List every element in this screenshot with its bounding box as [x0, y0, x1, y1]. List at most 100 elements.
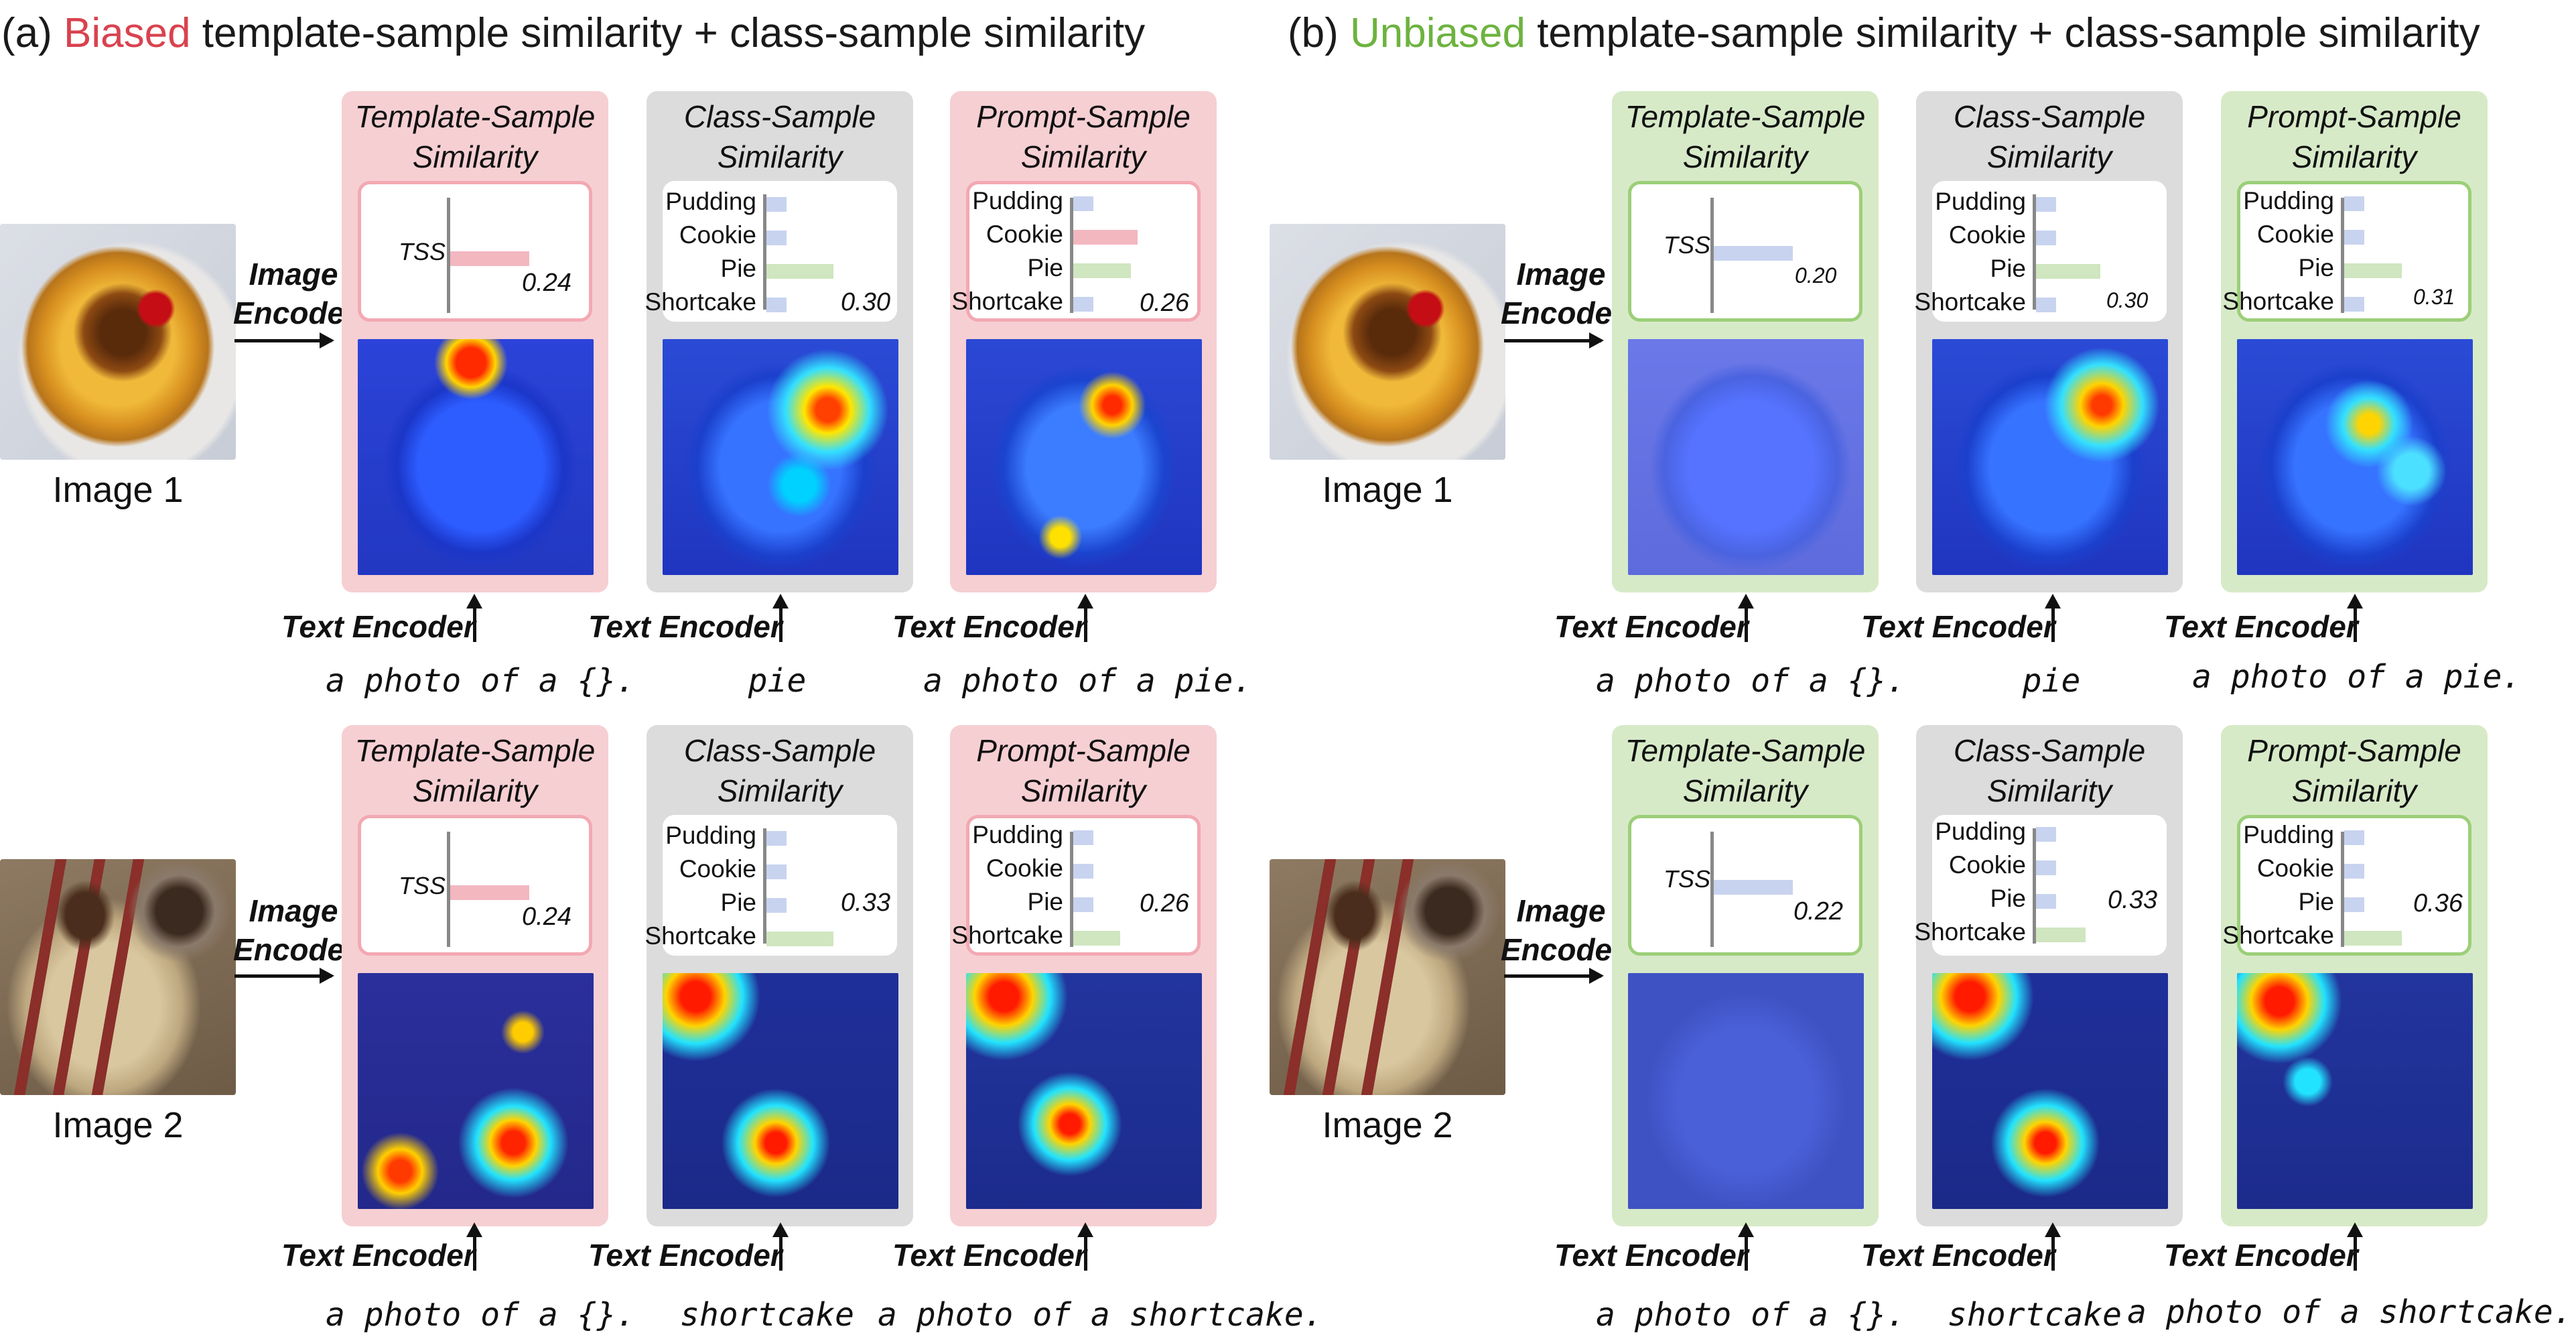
class-label-pudding: Pudding [1935, 188, 2026, 215]
arrow-right [234, 968, 334, 984]
arrow-up [2347, 594, 2363, 642]
heatmap [358, 973, 594, 1209]
bar-shortcake [1073, 297, 1093, 312]
text-encoder-label: Text Encoder [588, 1238, 783, 1273]
arrow-up [772, 1222, 789, 1271]
class-label-shortcake: Shortcake [645, 922, 756, 950]
css-value: 0.30 [2106, 288, 2149, 312]
biased-word: Biased [64, 10, 191, 56]
input-image-pie [1270, 224, 1505, 460]
prompt-class: pie [748, 662, 807, 700]
section-a-title: (a) Biased template-sample similarity + … [1, 10, 1146, 56]
css-value: 0.30 [841, 288, 890, 316]
class-label-pudding: Pudding [665, 822, 756, 849]
bar-cookie [766, 865, 787, 879]
class-label-shortcake: Shortcake [1914, 918, 2026, 946]
text-encoder-label: Text Encoder [588, 609, 783, 644]
bar-shortcake [766, 298, 787, 312]
axis-line [763, 828, 766, 944]
class-label-cookie: Cookie [679, 221, 756, 249]
section-b-title: (b) Unbiased template-sample similarity … [1288, 10, 2480, 56]
panel-prompt-sample: Prompt-Sample Similarity Pudding Cookie … [2221, 725, 2488, 1226]
tss-bar [450, 251, 529, 266]
text-encoder-label: Text Encoder [281, 1238, 476, 1273]
image-2-label: Image 2 [1322, 1105, 1453, 1145]
class-label-pie: Pie [720, 889, 756, 916]
arrow-right [1504, 332, 1604, 348]
text-encoder-label: Text Encoder [892, 609, 1087, 644]
bar-pie [2036, 264, 2100, 279]
class-label-shortcake: Shortcake [2222, 287, 2334, 315]
bar-pudding [2036, 197, 2056, 212]
bar-shortcake [766, 932, 833, 946]
input-image-cake [0, 859, 236, 1095]
class-label-pie: Pie [2298, 888, 2334, 915]
text-encoder-label: Text Encoder [1861, 609, 2055, 644]
class-label-cookie: Cookie [986, 220, 1063, 248]
arrow-up [1077, 594, 1093, 642]
class-label-pie: Pie [1990, 255, 2026, 282]
panel-title: Template-Sample Similarity [1625, 733, 1866, 808]
class-label-pudding: Pudding [1935, 818, 2026, 845]
class-label-cookie: Cookie [986, 854, 1063, 882]
similarity-box: Pudding Cookie Pie Shortcake 0.36 [2222, 815, 2471, 956]
tss-bar [450, 885, 529, 900]
text-encoder-label: Text Encoder [1554, 1238, 1749, 1273]
axis-line [447, 198, 450, 313]
image-1-label: Image 1 [52, 470, 184, 510]
image-encoder-label: Image Encoder [1501, 257, 1625, 330]
arrow-up [466, 1222, 482, 1271]
prompt-template: a photo of a {}. [326, 662, 636, 700]
class-label-shortcake: Shortcake [951, 921, 1063, 949]
similarity-box: Pudding Cookie Pie Shortcake 0.33 [645, 815, 897, 956]
prompt-full: a photo of a shortcake. [878, 1296, 1323, 1334]
heatmap [663, 973, 898, 1209]
arrow-up [2347, 1222, 2363, 1271]
panel-title: Template-Sample Similarity [354, 99, 596, 174]
image-encoder-label: Image Encoder [233, 893, 357, 967]
axis-line [2341, 198, 2344, 313]
arrow-up [1077, 1222, 1093, 1271]
similarity-box: Pudding Cookie Pie Shortcake 0.26 [951, 815, 1201, 956]
bar-pudding [766, 197, 787, 212]
heatmap [966, 339, 1202, 575]
bar-shortcake [2036, 298, 2056, 312]
panel-title: Class-Sample Similarity [1953, 733, 2146, 808]
bar-pie [2036, 894, 2056, 909]
bar-cookie [2344, 864, 2364, 879]
text-encoder-label: Text Encoder [281, 609, 476, 644]
axis-line [447, 832, 450, 947]
bar-cookie [1073, 230, 1138, 245]
panel-title: Class-Sample Similarity [1953, 99, 2146, 174]
axis-line [2033, 194, 2036, 310]
tss-value: 0.22 [1793, 897, 1843, 925]
class-label-pie: Pie [1990, 885, 2026, 912]
class-label-cookie: Cookie [2256, 854, 2334, 882]
tss-bar [1714, 246, 1793, 261]
panel-prompt-sample: Prompt-Sample Similarity Pudding Cookie … [2221, 91, 2488, 592]
similarity-box: Pudding Cookie Pie Shortcake 0.33 [1914, 815, 2167, 956]
class-label-cookie: Cookie [1948, 221, 2026, 249]
axis-line [1710, 198, 1714, 313]
similarity-box: Pudding Cookie Pie Shortcake 0.26 [951, 181, 1201, 322]
arrow-up [466, 594, 482, 642]
text-encoder-label: Text Encoder [1554, 609, 1749, 644]
pss-value: 0.36 [2413, 889, 2463, 917]
text-encoder-label: Text Encoder [892, 1238, 1087, 1273]
prompt-class: pie [2022, 662, 2081, 700]
bar-shortcake [2036, 928, 2086, 942]
unbiased-word: Unbiased [1350, 10, 1526, 56]
tss-value: 0.24 [522, 269, 571, 297]
similarity-box: TSS 0.24 [358, 181, 592, 322]
panel-template-sample: Template-Sample Similarity TSS 0.24 [342, 725, 608, 1226]
class-label-shortcake: Shortcake [645, 288, 756, 316]
similarity-box: Pudding Cookie Pie Shortcake 0.31 [2222, 181, 2471, 322]
class-label-cookie: Cookie [1948, 851, 2026, 879]
class-label-cookie: Cookie [2256, 220, 2334, 248]
panel-prompt-sample: Prompt-Sample Similarity Pudding Cookie … [950, 725, 1217, 1226]
prompt-class: shortcake [679, 1296, 855, 1334]
input-image-cake [1270, 859, 1505, 1095]
bar-pudding [766, 831, 787, 846]
arrow-right [1504, 968, 1604, 984]
bar-pie [2344, 897, 2364, 912]
